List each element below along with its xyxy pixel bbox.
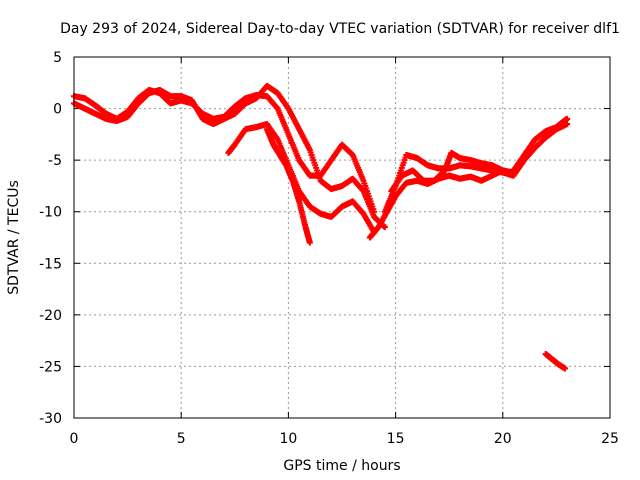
y-axis-label: SDTVAR / TECUs xyxy=(6,180,22,295)
x-tick-label: 5 xyxy=(177,431,186,447)
series-track-1 xyxy=(71,87,378,215)
y-tick-label: -25 xyxy=(39,359,62,375)
plot-frame xyxy=(73,56,611,419)
data-point xyxy=(306,239,313,246)
y-tick-label: -5 xyxy=(48,153,62,169)
chart-title: Day 293 of 2024, Sidereal Day-to-day VTE… xyxy=(60,21,620,37)
x-axis-label: GPS time / hours xyxy=(283,458,400,474)
x-tick-label: 10 xyxy=(279,431,297,447)
x-tick-label: 0 xyxy=(70,431,79,447)
y-tick-label: -20 xyxy=(39,308,62,324)
y-tick-label: -10 xyxy=(39,205,62,221)
data-point xyxy=(564,115,571,122)
series-track-9 xyxy=(542,351,568,372)
x-tick-label: 20 xyxy=(494,431,512,447)
series-track-4 xyxy=(263,126,313,246)
data-series xyxy=(71,82,571,372)
y-tick-label: 5 xyxy=(53,50,62,66)
y-tick-label: -30 xyxy=(39,411,62,427)
grid-lines xyxy=(74,57,610,418)
data-point xyxy=(381,224,388,231)
series-track-8 xyxy=(510,115,571,174)
x-tick-label: 15 xyxy=(387,431,405,447)
data-point xyxy=(561,365,568,372)
y-tick-label: 0 xyxy=(53,102,62,118)
y-tick-label: -15 xyxy=(39,256,62,272)
x-tick-label: 25 xyxy=(601,431,619,447)
series-track-2 xyxy=(71,82,388,231)
